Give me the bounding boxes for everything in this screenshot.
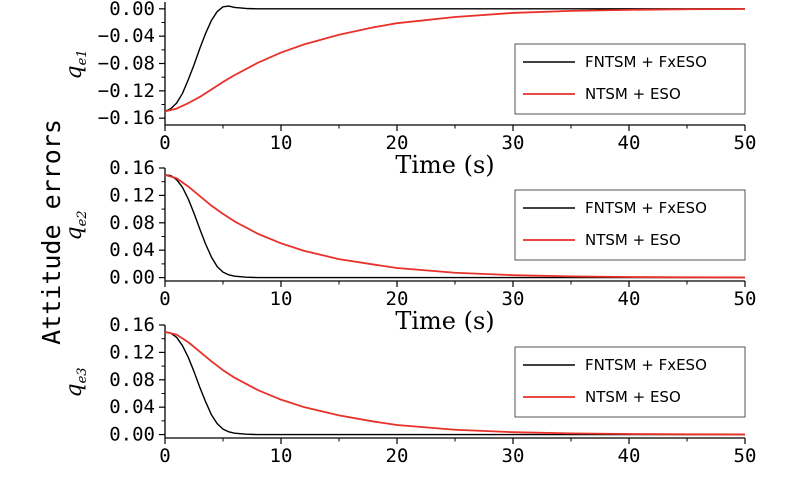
x-tick-label: 0 (159, 288, 170, 310)
y-axis-label: qe1 (62, 49, 90, 79)
x-tick-label: 10 (270, 445, 293, 467)
subplot-2: 0 10 20 30 40 50 0.16 0.12 0.08 0.04 0.00 qe2 Time (… (62, 157, 756, 335)
series-line-1 (164, 331, 745, 436)
x-tick-label: 20 (386, 445, 409, 467)
y-tick-label: 0.12 (109, 184, 155, 206)
y-tick-label: −0.08 (98, 53, 155, 75)
y-axis-label-subscript: e2 (75, 210, 90, 226)
series-line-1 (164, 174, 745, 279)
y-tick-label: −0.04 (98, 25, 155, 47)
y-axis-label-subscript: e1 (75, 49, 90, 65)
y-axis-label: qe2 (62, 210, 90, 240)
x-tick-label: 50 (734, 288, 757, 310)
x-tick-label: 30 (502, 132, 525, 154)
x-tick-label: 40 (618, 445, 641, 467)
x-tick-label: 20 (386, 132, 409, 154)
series-line-2 (164, 173, 746, 279)
y-tick-label: −0.16 (98, 107, 155, 129)
x-tick-label: 0 (159, 132, 170, 154)
x-tick-label: 40 (618, 288, 641, 310)
legend-box (514, 43, 746, 115)
legend-label-1: FNTSM + FxESO (585, 356, 707, 374)
y-tick-label: 0.16 (109, 157, 155, 179)
x-axis-label: Time (s) (395, 151, 494, 179)
series-line-1 (164, 5, 745, 112)
legend-label-1: FNTSM + FxESO (585, 53, 707, 71)
x-tick-label: 50 (734, 445, 757, 467)
subplot-1: 0 10 20 30 40 50 0.00 −0.04 −0.08 −0.12 −0.16 qe1 Ti… (62, 0, 756, 179)
x-tick-label: 10 (270, 288, 293, 310)
y-tick-label: 0.04 (109, 239, 155, 261)
x-axis-label: Time (s) (395, 307, 494, 335)
subplot-3: 0 10 20 30 40 50 0.16 0.12 0.08 0.04 0.00 qe3 FNTSM … (62, 314, 756, 467)
x-tick-label: 20 (386, 288, 409, 310)
x-tick-label: 0 (159, 445, 170, 467)
legend-label-2: NTSM + ESO (585, 388, 681, 406)
x-tick-label: 30 (502, 288, 525, 310)
y-tick-label: 0.08 (109, 212, 155, 234)
y-axis-label-symbol: q (62, 65, 87, 79)
y-tick-label: −0.12 (98, 80, 155, 102)
y-axis-label-symbol: q (62, 383, 87, 397)
x-tick-label: 10 (270, 132, 293, 154)
y-tick-label: 0.00 (109, 267, 155, 289)
y-tick-label: 0.04 (109, 396, 155, 418)
series-line-2 (164, 330, 746, 436)
shared-y-axis-label: Attitude errors (37, 119, 66, 345)
legend-label-2: NTSM + ESO (585, 85, 681, 103)
x-tick-label: 40 (618, 132, 641, 154)
y-axis-label: qe3 (62, 367, 90, 397)
y-tick-label: 0.08 (109, 369, 155, 391)
y-tick-label: 0.16 (109, 314, 155, 336)
y-tick-label: 0.00 (109, 0, 155, 20)
y-tick-label: 0.00 (109, 424, 155, 446)
y-axis-label-subscript: e3 (75, 367, 90, 383)
series-line-2 (164, 8, 746, 113)
legend-box (514, 189, 746, 261)
y-axis-label-symbol: q (62, 226, 87, 240)
y-tick-label: 0.12 (109, 341, 155, 363)
x-tick-label: 30 (502, 445, 525, 467)
legend-box (514, 346, 746, 418)
legend-label-1: FNTSM + FxESO (585, 199, 707, 217)
x-tick-label: 50 (734, 132, 757, 154)
legend-label-2: NTSM + ESO (585, 231, 681, 249)
